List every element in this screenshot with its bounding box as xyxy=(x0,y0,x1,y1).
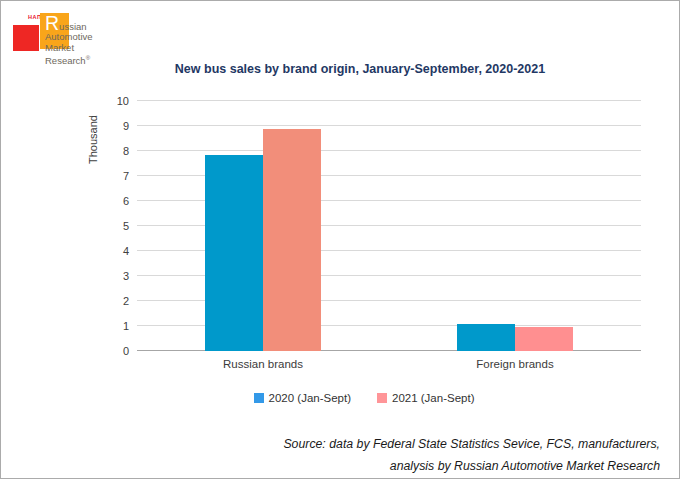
x-axis-label-russian-brands: Russian brands xyxy=(137,358,389,370)
registered-trademark-icon: ® xyxy=(86,55,90,61)
chart-title: New bus sales by brand origin, January-S… xyxy=(41,62,679,76)
bar-2021-russian-brands xyxy=(263,129,321,352)
y-axis-tick-labels: 0 1 2 3 4 5 6 7 8 9 10 xyxy=(97,94,129,360)
y-tick-10: 10 xyxy=(97,95,129,108)
gridline-8 xyxy=(137,150,641,151)
y-tick-4: 4 xyxy=(97,245,129,258)
y-tick-0: 0 xyxy=(97,345,129,358)
legend-marker-icon-2021 xyxy=(377,393,387,403)
legend-item-2021: 2021 (Jan-Sept) xyxy=(377,392,474,404)
legend-label-2021: 2021 (Jan-Sept) xyxy=(392,392,474,404)
logo-wordmark-line-3: Market xyxy=(45,43,93,53)
legend-marker-icon-2020 xyxy=(254,393,264,403)
source-line-2: analysis by Russian Automotive Market Re… xyxy=(283,456,660,478)
screenshot-root: НАПИ Russian Automotive Market Research®… xyxy=(0,0,680,479)
y-tick-5: 5 xyxy=(97,220,129,233)
legend-label-2020: 2020 (Jan-Sept) xyxy=(269,392,351,404)
logo-red-square xyxy=(13,25,39,51)
plot-area xyxy=(137,101,641,351)
logo-wordmark: Russian Automotive Market Research® xyxy=(45,18,93,67)
legend-item-2020: 2020 (Jan-Sept) xyxy=(254,392,351,404)
x-axis-label-foreign-brands: Foreign brands xyxy=(389,358,641,370)
y-tick-9: 9 xyxy=(97,120,129,133)
x-axis-category-labels: Russian brandsForeign brands xyxy=(137,358,641,374)
bar-2020-foreign-brands xyxy=(457,324,515,352)
source-note: Source: data by Federal State Statistics… xyxy=(283,434,660,477)
logo-wordmark-line-1: Russian xyxy=(45,18,93,32)
y-tick-6: 6 xyxy=(97,195,129,208)
bar-2020-russian-brands xyxy=(205,155,263,351)
chart-legend: 2020 (Jan-Sept) 2021 (Jan-Sept) xyxy=(25,392,680,404)
y-tick-7: 7 xyxy=(97,170,129,183)
source-line-1: Source: data by Federal State Statistics… xyxy=(283,434,660,456)
y-tick-1: 1 xyxy=(97,320,129,333)
y-tick-3: 3 xyxy=(97,270,129,283)
bar-2021-foreign-brands xyxy=(515,327,573,351)
gridline-10 xyxy=(137,100,641,101)
y-tick-2: 2 xyxy=(97,295,129,308)
gridline-9 xyxy=(137,125,641,126)
y-tick-8: 8 xyxy=(97,145,129,158)
